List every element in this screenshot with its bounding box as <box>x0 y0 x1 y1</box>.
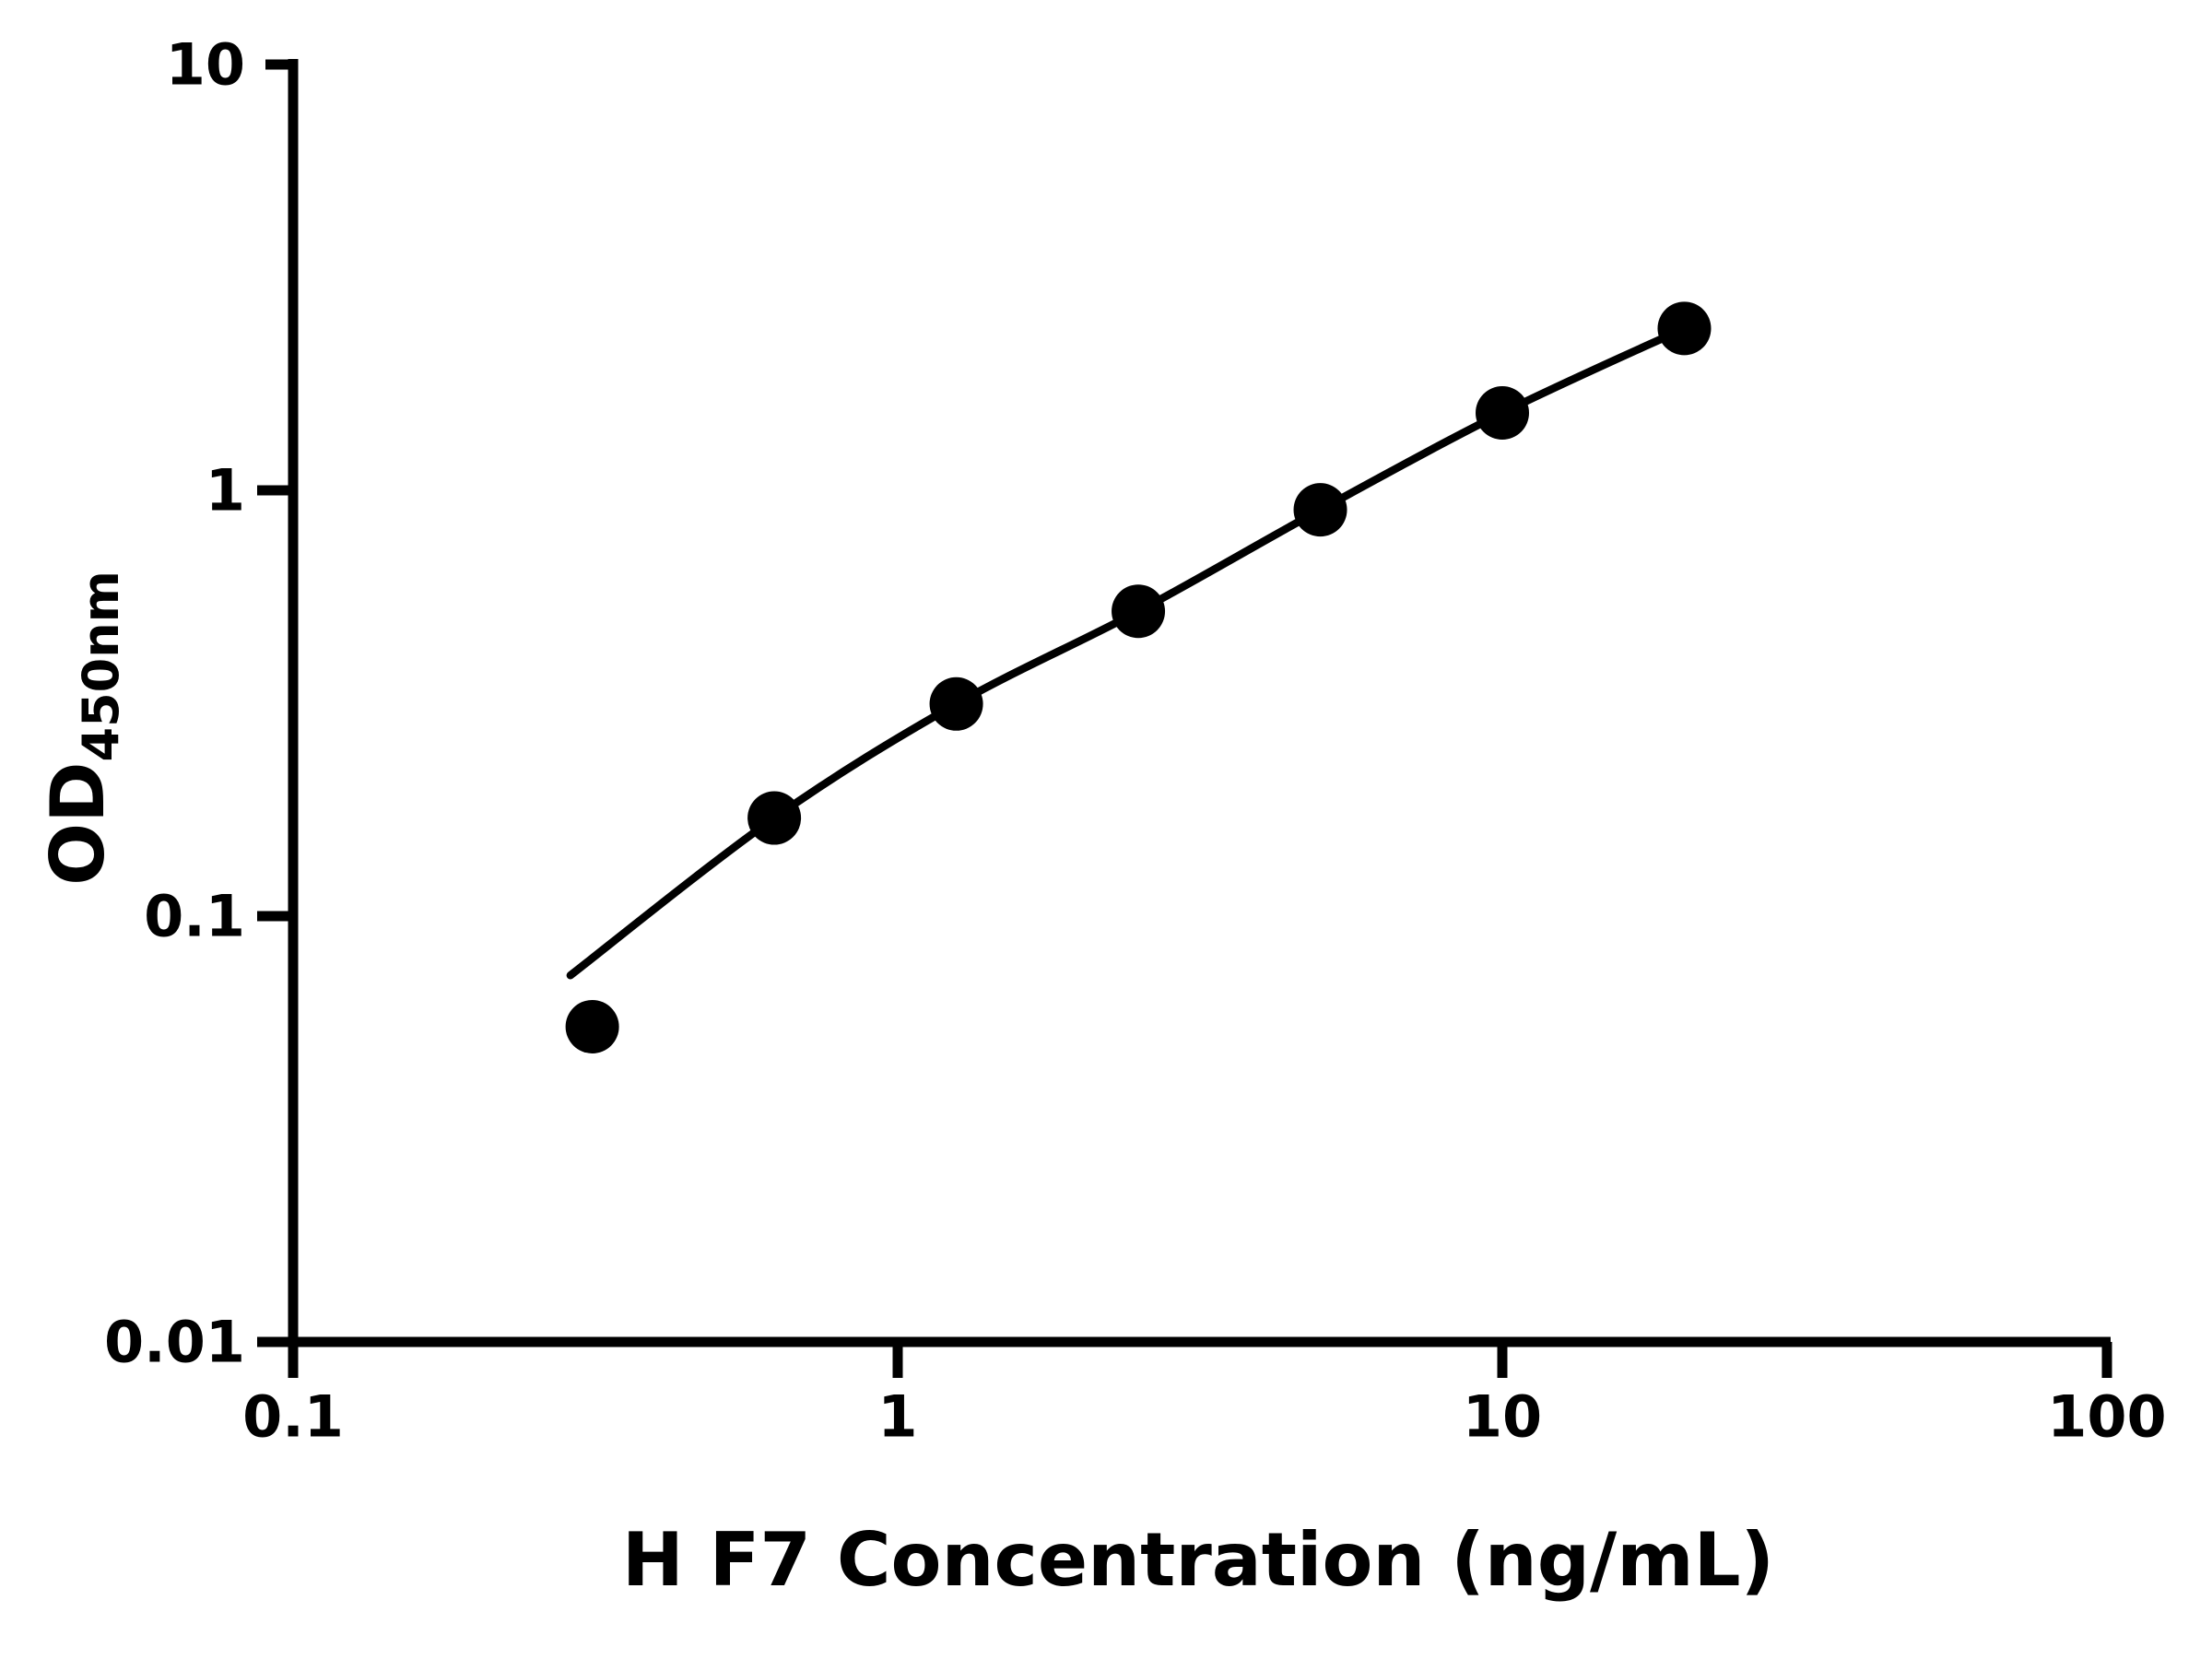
x-tick-label-1: 1 <box>877 1382 917 1450</box>
y-tick-label-1: 0.1 <box>144 883 245 950</box>
data-point <box>1293 483 1347 537</box>
data-point-markers <box>565 301 1712 1053</box>
y-tick-marks <box>257 59 293 1347</box>
y-tick-label-2: 1 <box>206 457 245 524</box>
y-tick-label-3: 10 <box>166 31 245 99</box>
y-tick-label-0: 0.01 <box>104 1309 245 1376</box>
data-point <box>565 999 619 1053</box>
data-point <box>929 677 983 731</box>
data-point <box>1476 385 1529 440</box>
x-tick-label-2: 10 <box>1463 1382 1542 1450</box>
y-axis-title: OD450nm <box>35 571 130 886</box>
y-axis-title-main: OD <box>35 762 121 886</box>
x-tick-labels: 0.1 1 10 100 <box>242 1382 2167 1450</box>
x-tick-marks <box>288 1342 2112 1378</box>
data-point <box>1112 584 1166 639</box>
y-axis-title-sub: 450nm <box>72 571 130 761</box>
x-tick-label-3: 100 <box>2047 1382 2166 1450</box>
data-point <box>1657 301 1712 356</box>
x-axis-title: H F7 Concentration (ng/mL) <box>622 1517 1774 1603</box>
data-point <box>747 791 802 845</box>
x-tick-label-0: 0.1 <box>242 1382 344 1450</box>
svg-text:OD450nm: OD450nm <box>35 571 130 886</box>
y-tick-labels: 10 1 0.1 0.01 <box>104 31 245 1376</box>
